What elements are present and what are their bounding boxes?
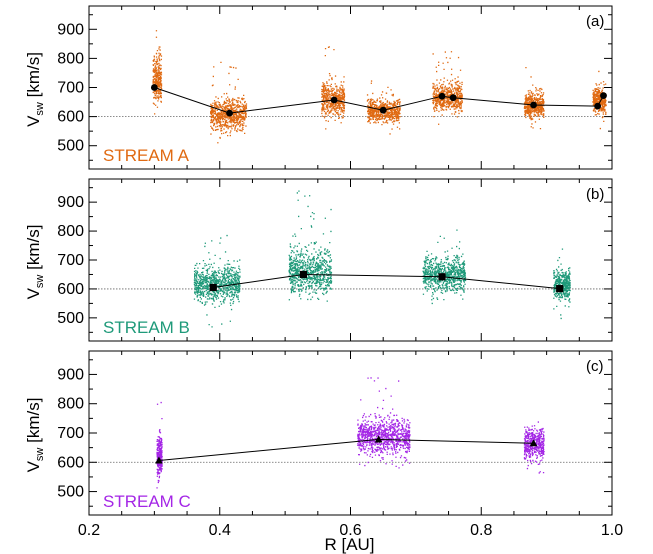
y-tick-label: 900: [57, 21, 84, 38]
y-tick-label: 800: [57, 396, 84, 413]
y-tick-label: 700: [57, 80, 84, 97]
mean-marker: [438, 273, 446, 281]
y-axis-label-unit: [km/s]: [24, 225, 43, 275]
cluster-2: [288, 190, 333, 302]
panel-tag: (a): [586, 13, 604, 30]
y-tick-label: 500: [57, 484, 84, 501]
y-axis-label: Vsw [km/s]: [24, 398, 46, 473]
y-axis-label-main: V: [24, 460, 43, 472]
y-tick-label: 800: [57, 50, 84, 67]
mean-marker: [374, 435, 383, 443]
stream-label: STREAM B: [103, 318, 190, 337]
cluster-points: [422, 229, 467, 305]
cluster-points: [523, 67, 545, 130]
cluster-points: [523, 421, 545, 474]
cluster-points: [553, 248, 571, 320]
cluster-points: [288, 190, 333, 302]
cluster-1: [156, 401, 163, 489]
cluster-1: [152, 30, 163, 115]
cluster-points: [321, 46, 346, 130]
cluster-3: [422, 229, 467, 305]
cluster-3: [321, 46, 346, 130]
cluster-3: [523, 421, 545, 474]
mean-marker: [155, 456, 163, 464]
panel-tag: (b): [586, 186, 604, 203]
y-tick-label: 600: [57, 281, 84, 298]
y-axis-label-unit: [km/s]: [24, 398, 43, 448]
mean-marker: [150, 84, 158, 91]
data-cloud: [152, 30, 607, 144]
mean-marker: [209, 283, 217, 292]
cluster-4: [553, 248, 571, 320]
x-tick-label: 0.8: [470, 522, 492, 539]
mean-marker: [529, 439, 538, 447]
panel-frame: [88, 5, 613, 170]
y-axis-label: Vsw [km/s]: [24, 225, 46, 300]
mean-marker: [530, 101, 537, 109]
panel-frame: [88, 350, 613, 516]
mean-marker: [379, 106, 387, 114]
panel-tag: (c): [586, 358, 604, 375]
cluster-points: [152, 30, 163, 115]
y-tick-label: 500: [57, 310, 84, 327]
mean-marker: [299, 270, 308, 279]
mean-marker: [449, 94, 457, 102]
panel-3: 500 600 700 800 900 Vsw [km/s] (c) STREAM C: [24, 350, 613, 516]
x-tick-label: 0.2: [78, 522, 100, 539]
data-cloud: [193, 190, 571, 328]
stream-label: STREAM C: [103, 492, 191, 511]
x-tick-label: 0.4: [209, 522, 231, 539]
panel-2: 500 600 700 800 900 Vsw [km/s] (b) STREAM B: [24, 178, 613, 342]
y-tick-label: 600: [57, 454, 84, 471]
mean-marker: [556, 285, 564, 293]
y-tick-label: 800: [57, 223, 84, 240]
y-tick-label: 600: [57, 109, 84, 126]
y-tick-label: 700: [57, 252, 84, 269]
cluster-6: [523, 67, 545, 130]
y-tick-label: 900: [57, 194, 84, 211]
data-cloud: [156, 377, 545, 489]
y-tick-label: 900: [57, 366, 84, 383]
cluster-1: [193, 234, 241, 328]
cluster-points: [432, 51, 463, 125]
y-axis-label-sub: sw: [34, 448, 46, 462]
cluster-2: [357, 377, 411, 469]
y-axis-label-unit: [km/s]: [24, 52, 43, 102]
y-axis-label-sub: sw: [34, 102, 46, 116]
y-axis-label-main: V: [24, 287, 43, 299]
stream-label: STREAM A: [103, 146, 190, 165]
mean-marker: [438, 92, 446, 100]
y-axis-label-sub: sw: [34, 275, 46, 289]
mean-marker: [226, 109, 233, 117]
cluster-points: [592, 70, 607, 130]
mean-line: [158, 438, 534, 461]
x-tick-label: 0.6: [339, 522, 361, 539]
cluster-points: [210, 61, 248, 144]
cluster-7: [592, 70, 607, 130]
y-tick-label: 700: [57, 425, 84, 442]
y-axis-label-main: V: [24, 115, 43, 127]
x-axis-label: R [AU]: [324, 535, 374, 554]
panel-1: 500 600 700 800 900 Vsw [km/s] (a) STREAM A: [24, 5, 613, 170]
cluster-5: [432, 51, 463, 125]
panel-frame: [88, 178, 613, 342]
y-axis-label: Vsw [km/s]: [24, 52, 46, 127]
panels-group: 500 600 700 800 900 Vsw [km/s] (a) STREAM A 500 6…: [24, 5, 623, 539]
cluster-2: [210, 61, 248, 144]
y-tick-label: 500: [57, 138, 84, 155]
cluster-points: [357, 377, 411, 469]
mean-marker: [594, 102, 602, 110]
mean-line: [213, 273, 560, 290]
x-tick-label: 1.0: [601, 522, 623, 539]
mean-marker: [330, 96, 338, 104]
mean-marker: [600, 92, 607, 100]
cluster-points: [193, 234, 241, 328]
cluster-points: [156, 401, 163, 489]
